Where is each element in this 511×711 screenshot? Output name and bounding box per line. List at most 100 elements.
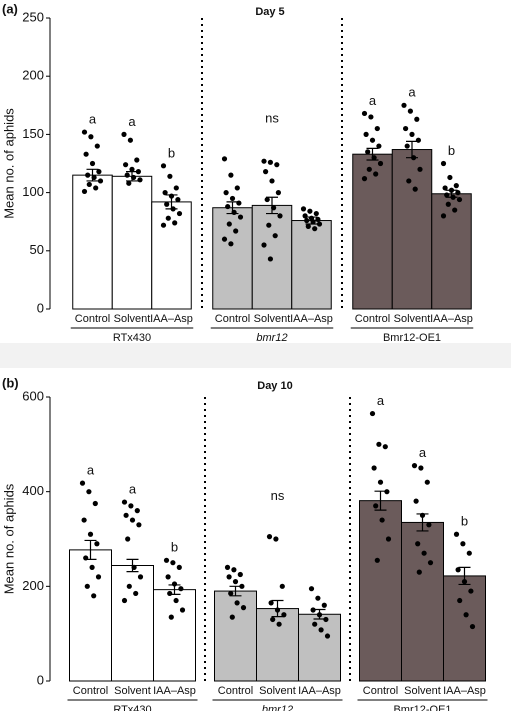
data-point [224, 564, 231, 571]
data-point [308, 586, 315, 592]
data-point [270, 616, 276, 623]
data-point [223, 190, 229, 196]
data-point [267, 159, 273, 165]
data-point [125, 536, 131, 542]
data-point [409, 131, 415, 137]
data-point [239, 583, 245, 589]
data-point [133, 590, 139, 597]
data-point [315, 216, 321, 222]
data-point [440, 213, 447, 219]
data-point [468, 588, 474, 594]
data-point [129, 517, 136, 523]
x-tick-label: Control [215, 313, 250, 325]
data-point [406, 178, 412, 184]
data-point [404, 143, 410, 149]
x-tick-label: Control [355, 313, 390, 325]
data-point [95, 574, 102, 580]
error-bar [406, 140, 418, 159]
error-bar [266, 196, 278, 215]
data-point [369, 410, 376, 417]
data-point [403, 125, 409, 132]
data-point [231, 567, 237, 573]
data-point [361, 110, 368, 117]
data-point [267, 256, 273, 262]
data-point [128, 503, 134, 509]
data-point [129, 166, 135, 172]
bar [443, 575, 486, 682]
chart-title: Day 5 [255, 6, 284, 18]
y-tick-label: 250 [22, 9, 44, 24]
y-tick-label: 600 [22, 388, 44, 403]
data-point [232, 579, 239, 585]
data-point [126, 180, 132, 186]
data-point [228, 241, 234, 247]
data-point [237, 214, 244, 220]
bar [359, 500, 402, 682]
data-point [274, 162, 280, 168]
significance-letter: b [168, 145, 175, 160]
data-point [92, 500, 98, 507]
y-tick-label: 200 [22, 578, 44, 593]
data-point [237, 571, 243, 578]
significance-letter: a [89, 112, 97, 127]
significance-annotation: ns [265, 110, 279, 125]
data-point [447, 174, 453, 181]
group-label: Bmr12-OE1 [393, 704, 451, 711]
bar [153, 589, 196, 682]
error-bar [416, 513, 429, 532]
chart-title: Day 10 [257, 380, 292, 392]
data-point [87, 531, 94, 537]
data-point [173, 597, 179, 604]
data-point [401, 102, 407, 108]
data-point [376, 441, 382, 447]
data-point [300, 206, 307, 212]
data-point [466, 550, 472, 556]
data-point [84, 583, 90, 589]
x-tick-label: IAA–Asp [298, 685, 341, 697]
bar [352, 153, 393, 310]
data-point [414, 116, 420, 122]
y-tick-label: 0 [37, 672, 44, 687]
data-point [417, 166, 423, 172]
data-point [236, 200, 242, 206]
significance-letter: b [448, 143, 455, 158]
data-point [385, 536, 392, 542]
data-point [377, 160, 384, 167]
data-point [382, 444, 388, 450]
data-point [94, 143, 100, 149]
data-point [234, 600, 240, 606]
error-bar [165, 194, 178, 210]
data-point [137, 177, 143, 183]
data-point [363, 131, 369, 137]
data-point [168, 614, 174, 620]
error-bar [458, 566, 471, 586]
data-point [445, 201, 451, 207]
data-point [124, 172, 130, 178]
group-label: RTx430 [113, 332, 151, 344]
data-point [134, 157, 140, 163]
data-point [266, 534, 273, 540]
data-point [127, 137, 133, 143]
data-point [312, 621, 318, 627]
data-point [134, 508, 140, 514]
error-bar [126, 171, 138, 182]
data-point [455, 190, 461, 196]
error-bar [226, 201, 239, 215]
error-bar [126, 558, 139, 573]
data-point [440, 160, 447, 167]
data-point [137, 574, 144, 580]
data-point [273, 536, 279, 542]
data-point [165, 574, 171, 580]
data-point [261, 158, 267, 164]
data-point [160, 163, 167, 169]
bar [256, 608, 299, 682]
data-point [452, 207, 458, 213]
data-point [261, 242, 267, 248]
data-point [416, 569, 422, 575]
data-point [277, 213, 283, 219]
data-point [315, 595, 321, 601]
data-point [324, 633, 331, 639]
data-point [368, 114, 374, 120]
data-point [173, 185, 179, 191]
